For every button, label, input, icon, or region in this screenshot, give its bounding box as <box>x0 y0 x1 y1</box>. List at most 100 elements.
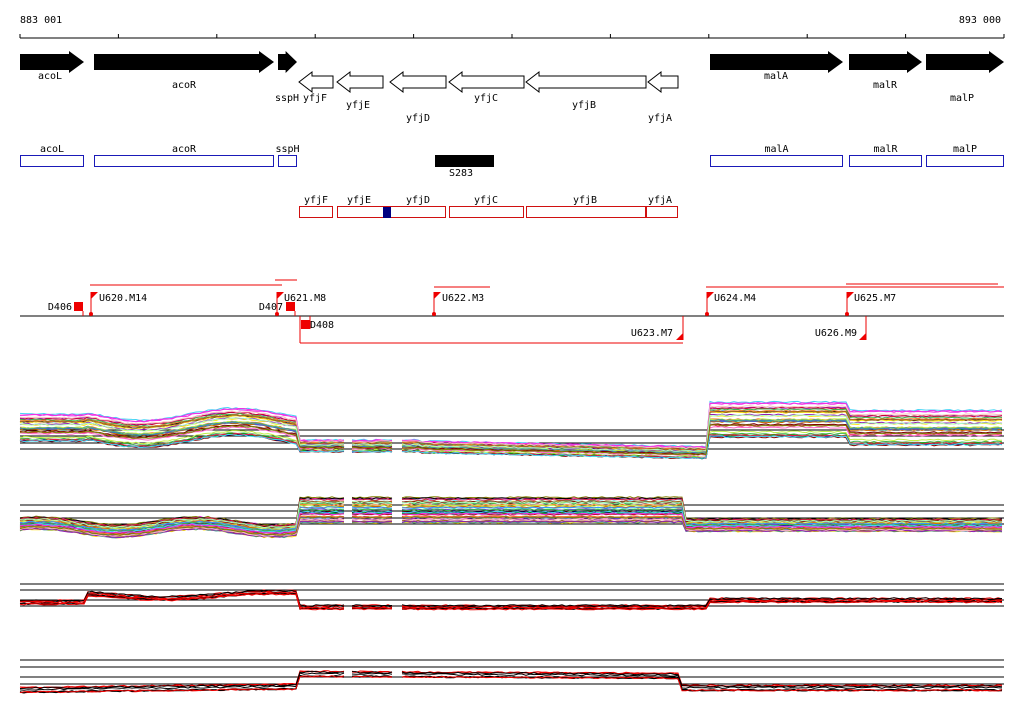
gene-arrow-forward[interactable] <box>94 51 274 73</box>
gene-sspH[interactable]: sspH <box>275 51 299 104</box>
reverse-box-outline[interactable] <box>299 206 333 218</box>
gene-yfjC[interactable]: yfjC <box>448 70 525 104</box>
expression-trace <box>19 508 345 533</box>
gene-arrow-forward[interactable] <box>278 51 297 73</box>
gene-arrow-reverse[interactable] <box>336 70 384 94</box>
gene-arrow-reverse[interactable] <box>389 70 447 94</box>
expression-trace <box>20 512 344 534</box>
forward-box-outline[interactable] <box>926 155 1004 167</box>
marker-U623.M7[interactable]: U623.M7 <box>631 316 684 340</box>
reverse-box-outline[interactable] <box>526 206 646 218</box>
expression-trace <box>19 412 345 444</box>
expression-trace <box>402 405 1003 450</box>
gene-malP[interactable]: malP <box>926 51 1004 104</box>
marker-D407[interactable]: D407 <box>259 302 296 316</box>
forward-box-outline[interactable] <box>94 155 274 167</box>
reverse-box-yfjE[interactable]: yfjE <box>337 195 446 218</box>
forward-box-outline[interactable] <box>710 155 843 167</box>
reverse-box-yfjC[interactable]: yfjC <box>449 195 524 218</box>
gene-yfjD[interactable]: yfjD <box>389 70 447 124</box>
forward-box-malA[interactable]: malA <box>710 144 843 167</box>
expression-trace <box>351 503 393 507</box>
marker-flag[interactable] <box>434 292 441 299</box>
expression-trace <box>401 402 1003 448</box>
forward-box-outline[interactable] <box>278 155 297 167</box>
feature-track[interactable]: S283 <box>435 155 494 179</box>
expression-trace <box>351 510 393 514</box>
gene-malR[interactable]: malR <box>849 51 922 91</box>
marker-label: U624.M4 <box>714 293 756 304</box>
marker-box[interactable] <box>301 320 310 329</box>
expression-panel <box>19 583 1004 611</box>
marker-flag[interactable] <box>859 333 866 340</box>
forward-box-acoL[interactable]: acoL <box>20 144 84 167</box>
expression-trace <box>401 512 1003 529</box>
reverse-box-yfjF[interactable]: yfjF <box>299 195 333 218</box>
ruler-ticks <box>19 34 1005 38</box>
marker-flag[interactable] <box>91 292 98 299</box>
marker-box[interactable] <box>74 302 83 311</box>
expression-trace <box>401 414 1003 452</box>
expression-trace <box>351 604 392 607</box>
gene-acoR[interactable]: acoR <box>94 51 274 91</box>
feature-label: S283 <box>449 168 473 179</box>
forward-box-outline[interactable] <box>20 155 84 167</box>
gene-arrow-forward[interactable] <box>926 51 1004 73</box>
reverse-box-outline[interactable] <box>337 206 446 218</box>
marker-U620.M14[interactable]: U620.M14 <box>89 292 147 316</box>
marker-U626.M9[interactable]: U626.M9 <box>815 316 867 340</box>
gene-yfjE[interactable]: yfjE <box>336 70 384 111</box>
gene-yfjA[interactable]: yfjA <box>647 70 679 124</box>
marker-flag[interactable] <box>676 333 683 340</box>
marker-D406[interactable]: D406 <box>48 302 84 316</box>
reverse-box-yfjA[interactable]: yfjA <box>646 195 678 218</box>
reverse-box-yfjB[interactable]: yfjB <box>526 195 646 218</box>
forward-box-acoR[interactable]: acoR <box>94 144 274 167</box>
marker-flag[interactable] <box>707 292 714 299</box>
gene-arrow-forward[interactable] <box>20 51 84 73</box>
gene-yfjB[interactable]: yfjB <box>525 70 647 111</box>
marker-label: U620.M14 <box>99 293 147 304</box>
expression-trace <box>351 443 393 446</box>
marker-dot <box>845 312 849 316</box>
forward-box-sspH[interactable]: sspH <box>275 144 300 167</box>
reverse-box-label: yfjD <box>406 195 430 206</box>
marker-flag[interactable] <box>277 292 284 299</box>
gene-acoL[interactable]: acoL <box>20 51 84 82</box>
forward-strand-track[interactable]: acoL acoR sspH malA malR malP <box>20 144 1004 167</box>
gene-arrow-reverse[interactable] <box>647 70 679 94</box>
marker-label: U623.M7 <box>631 328 673 339</box>
expression-trace <box>351 498 393 501</box>
expression-trace <box>351 518 393 521</box>
forward-box-malR[interactable]: malR <box>849 144 922 167</box>
gene-label: yfjC <box>474 93 498 104</box>
gene-yfjF[interactable]: yfjF <box>298 70 334 104</box>
reverse-box-yfjD[interactable]: yfjD <box>406 195 430 206</box>
gene-arrow-forward[interactable] <box>849 51 922 73</box>
forward-box-label: malP <box>953 144 977 155</box>
marker-U625.M7[interactable]: U625.M7 <box>845 292 896 316</box>
gene-malA[interactable]: malA <box>710 51 843 82</box>
forward-box-label: malR <box>873 144 898 155</box>
forward-box-outline[interactable] <box>849 155 922 167</box>
gene-arrow-reverse[interactable] <box>525 70 647 94</box>
reverse-box-outline[interactable] <box>449 206 524 218</box>
marker-dot <box>705 312 709 316</box>
forward-box-malP[interactable]: malP <box>926 144 1004 167</box>
expression-trace <box>20 501 345 529</box>
reverse-strand-track[interactable]: yfjF yfjE yfjD yfjC yfjB yfjA <box>299 195 678 218</box>
marker-D408[interactable]: D408 <box>301 316 334 331</box>
gene-arrow-forward[interactable] <box>710 51 843 73</box>
marker-U624.M4[interactable]: U624.M4 <box>705 292 756 316</box>
gene-arrow-track[interactable]: acoL acoR sspH yfjF yfjE yfjD yfjC yfjB yfjA malA… <box>20 51 1004 124</box>
gene-arrow-reverse[interactable] <box>298 70 334 94</box>
feature-bar[interactable] <box>435 155 494 167</box>
marker-U621.M8[interactable]: U621.M8 <box>275 292 326 316</box>
marker-box[interactable] <box>286 302 295 311</box>
marker-flag[interactable] <box>847 292 854 299</box>
gene-arrow-reverse[interactable] <box>448 70 525 94</box>
marker-U622.M3[interactable]: U622.M3 <box>432 292 484 316</box>
expression-trace <box>19 411 345 444</box>
reverse-box-outline[interactable] <box>646 206 678 218</box>
